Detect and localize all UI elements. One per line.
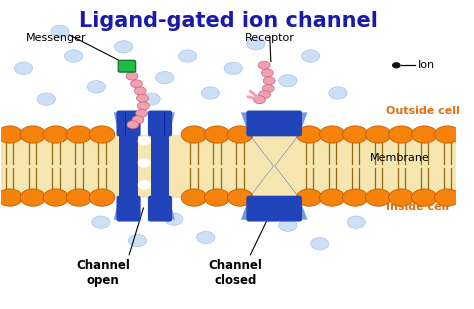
Circle shape [310, 238, 329, 250]
Polygon shape [274, 134, 299, 197]
Bar [0, 134, 456, 197]
Circle shape [165, 213, 183, 225]
Circle shape [347, 216, 365, 228]
Circle shape [392, 63, 400, 68]
Circle shape [89, 189, 115, 206]
FancyBboxPatch shape [246, 196, 302, 222]
Circle shape [411, 189, 437, 206]
Circle shape [247, 38, 265, 50]
Circle shape [136, 109, 147, 117]
Polygon shape [241, 197, 308, 220]
Circle shape [204, 126, 230, 143]
Circle shape [343, 126, 368, 143]
Polygon shape [241, 112, 308, 134]
Circle shape [254, 96, 265, 104]
Circle shape [115, 41, 133, 53]
Circle shape [389, 126, 414, 143]
Circle shape [131, 80, 143, 88]
Circle shape [181, 126, 207, 143]
Circle shape [197, 231, 215, 244]
FancyBboxPatch shape [117, 196, 141, 222]
Circle shape [411, 126, 437, 143]
Text: Channel
open: Channel open [76, 259, 130, 287]
Circle shape [435, 126, 460, 143]
Bar [119, 134, 138, 197]
FancyBboxPatch shape [148, 196, 172, 222]
Polygon shape [151, 197, 175, 220]
Polygon shape [114, 197, 138, 220]
Circle shape [204, 189, 230, 206]
Circle shape [389, 189, 414, 206]
Circle shape [20, 189, 46, 206]
Circle shape [43, 126, 69, 143]
Circle shape [262, 84, 274, 92]
Polygon shape [151, 112, 175, 134]
Circle shape [435, 189, 460, 206]
Text: Outside cell: Outside cell [386, 106, 460, 116]
Circle shape [92, 216, 110, 228]
Circle shape [319, 126, 345, 143]
Circle shape [259, 91, 271, 99]
Circle shape [228, 126, 253, 143]
Text: Ligand-gated ion channel: Ligand-gated ion channel [79, 11, 378, 32]
Polygon shape [249, 134, 273, 197]
Circle shape [329, 87, 347, 99]
Circle shape [142, 93, 160, 105]
Circle shape [279, 219, 297, 231]
Circle shape [365, 126, 391, 143]
Circle shape [87, 81, 106, 93]
Circle shape [128, 235, 146, 247]
Circle shape [224, 62, 242, 74]
Circle shape [181, 189, 207, 206]
Circle shape [20, 126, 46, 143]
Text: Receptor: Receptor [245, 33, 294, 43]
Circle shape [134, 87, 146, 95]
FancyBboxPatch shape [118, 60, 136, 72]
FancyBboxPatch shape [246, 111, 302, 136]
Circle shape [137, 102, 149, 110]
Circle shape [178, 50, 197, 62]
Circle shape [0, 126, 23, 143]
Circle shape [228, 189, 253, 206]
Circle shape [66, 189, 91, 206]
Circle shape [126, 72, 138, 80]
Circle shape [14, 62, 33, 74]
FancyBboxPatch shape [117, 111, 141, 136]
Circle shape [262, 69, 273, 77]
Circle shape [258, 61, 270, 69]
Circle shape [319, 189, 345, 206]
Circle shape [37, 93, 55, 105]
Circle shape [138, 137, 150, 145]
Text: Membrane: Membrane [370, 153, 430, 163]
Circle shape [132, 116, 144, 124]
Circle shape [343, 189, 368, 206]
Circle shape [0, 189, 23, 206]
Circle shape [296, 189, 322, 206]
Circle shape [137, 94, 148, 102]
Circle shape [43, 189, 69, 206]
Circle shape [66, 126, 91, 143]
Circle shape [263, 77, 275, 85]
Circle shape [64, 50, 83, 62]
Circle shape [138, 181, 150, 189]
Text: Inside cell: Inside cell [386, 202, 449, 212]
Text: Channel
closed: Channel closed [209, 259, 263, 287]
Polygon shape [114, 112, 138, 134]
FancyBboxPatch shape [148, 111, 172, 136]
Circle shape [296, 126, 322, 143]
Circle shape [138, 159, 150, 167]
Circle shape [365, 189, 391, 206]
Text: Ion: Ion [418, 60, 435, 70]
Circle shape [155, 71, 174, 84]
Circle shape [127, 121, 139, 129]
Circle shape [279, 74, 297, 87]
Circle shape [201, 87, 219, 99]
Circle shape [89, 126, 115, 143]
Circle shape [51, 25, 69, 38]
Bar [151, 134, 169, 197]
Text: Messenger: Messenger [26, 33, 86, 43]
Circle shape [301, 50, 320, 62]
